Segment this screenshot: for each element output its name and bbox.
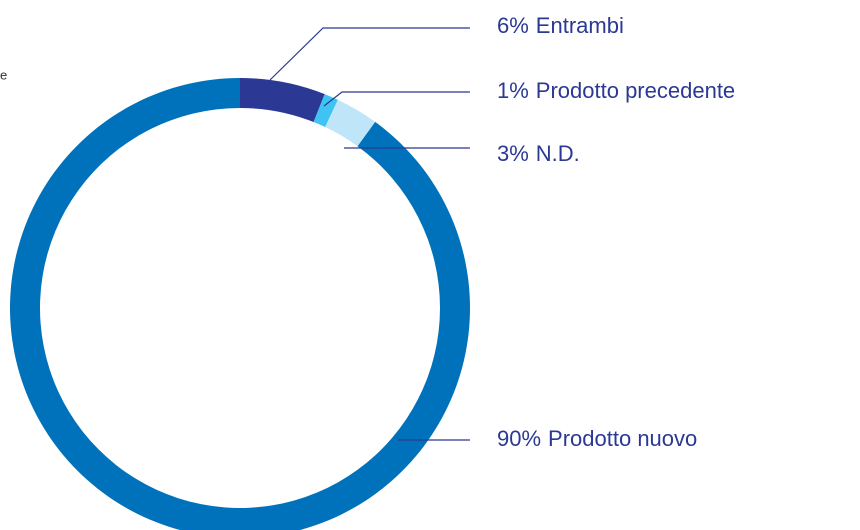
category-label: Prodotto precedente xyxy=(536,78,735,103)
donut-segment xyxy=(240,78,325,123)
labels: 6% Entrambi 1% Prodotto precedente 3% N.D. 90%… xyxy=(269,13,735,451)
donut-segment xyxy=(313,94,338,128)
value-label: 90% xyxy=(497,426,541,451)
leader-line xyxy=(323,91,470,107)
data-label: 3% N.D. xyxy=(497,141,580,166)
data-label: 6% Entrambi xyxy=(497,13,624,38)
category-label: Entrambi xyxy=(536,13,624,38)
value-label: 6% xyxy=(497,13,529,38)
value-label: 3% xyxy=(497,141,529,166)
data-label: 1% Prodotto precedente xyxy=(497,78,735,103)
data-label: 90% Prodotto nuovo xyxy=(497,426,697,451)
donut-segment xyxy=(325,99,376,147)
leader-line xyxy=(269,27,470,81)
category-label: N.D. xyxy=(536,141,580,166)
donut-segment xyxy=(10,78,470,530)
category-label: Prodotto nuovo xyxy=(548,426,697,451)
value-label: 1% xyxy=(497,78,529,103)
donut xyxy=(10,78,470,530)
annotation: e xyxy=(0,67,7,82)
